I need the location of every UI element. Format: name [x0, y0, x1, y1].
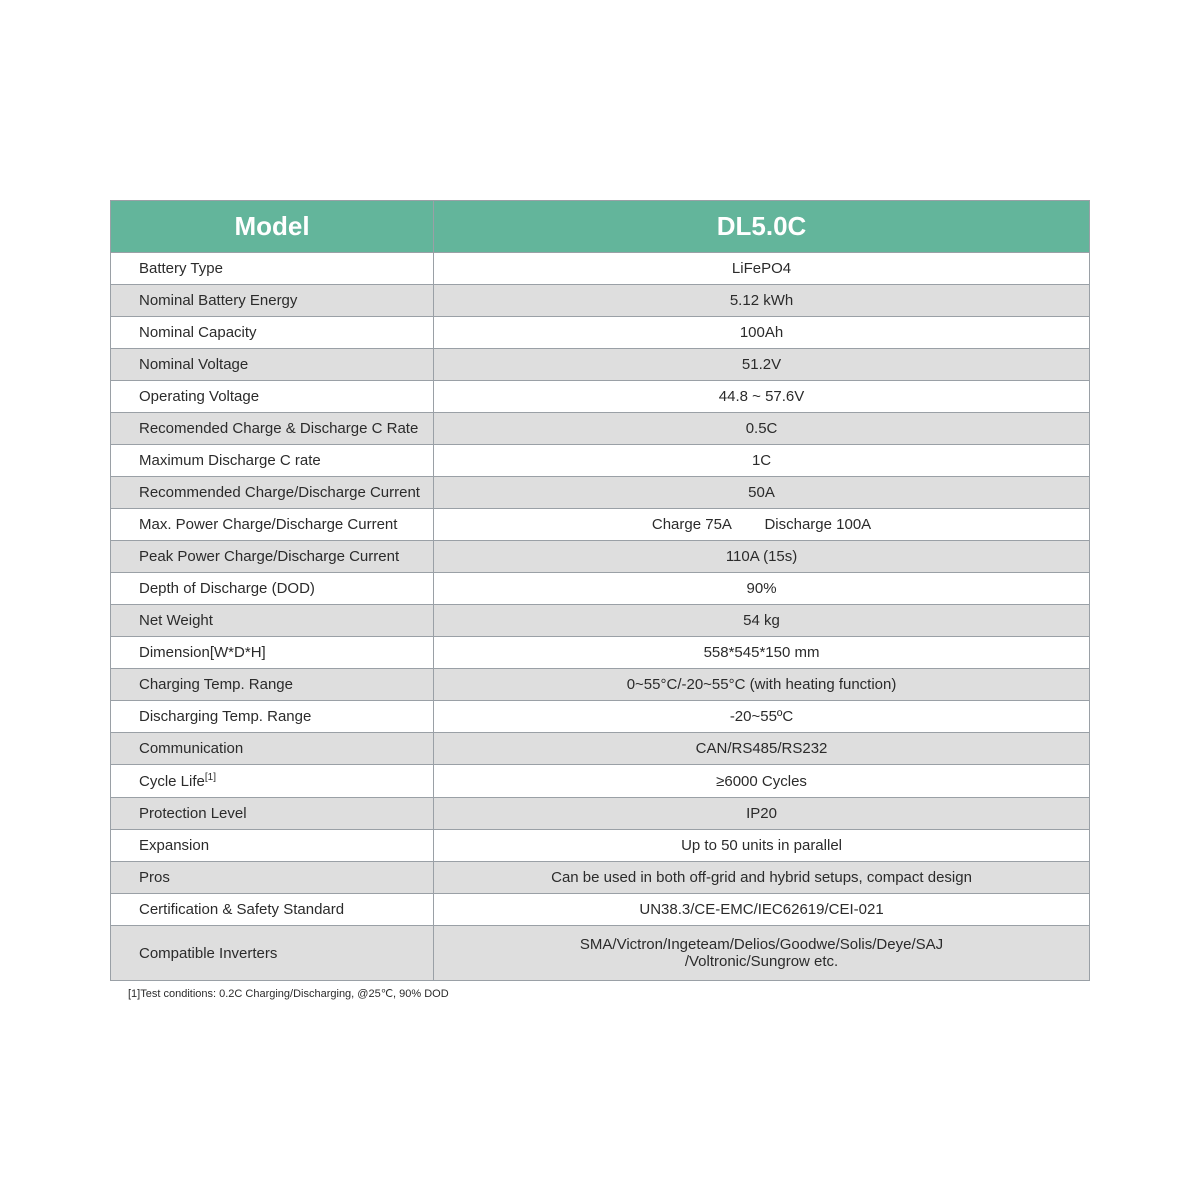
- row-label-sup: [1]: [205, 772, 216, 783]
- table-row: CommunicationCAN/RS485/RS232: [111, 733, 1090, 765]
- row-value: SMA/Victron/Ingeteam/Delios/Goodwe/Solis…: [434, 926, 1090, 981]
- row-value: Can be used in both off-grid and hybrid …: [434, 862, 1090, 894]
- table-row: Compatible InvertersSMA/Victron/Ingeteam…: [111, 926, 1090, 981]
- row-value: 100Ah: [434, 317, 1090, 349]
- table-row: Protection LevelIP20: [111, 798, 1090, 830]
- row-value: 5.12 kWh: [434, 285, 1090, 317]
- row-value: 50A: [434, 477, 1090, 509]
- row-value: CAN/RS485/RS232: [434, 733, 1090, 765]
- spec-table-container: Model DL5.0C Battery TypeLiFePO4Nominal …: [110, 200, 1090, 1000]
- row-value: 0.5C: [434, 413, 1090, 445]
- row-label: Recommended Charge/Discharge Current: [111, 477, 434, 509]
- table-row: Operating Voltage44.8 ~ 57.6V: [111, 381, 1090, 413]
- row-label: Dimension[W*D*H]: [111, 637, 434, 669]
- table-row: Recommended Charge/Discharge Current50A: [111, 477, 1090, 509]
- table-row: Certification & Safety StandardUN38.3/CE…: [111, 894, 1090, 926]
- row-label: Nominal Voltage: [111, 349, 434, 381]
- row-label: Max. Power Charge/Discharge Current: [111, 509, 434, 541]
- row-label: Pros: [111, 862, 434, 894]
- table-row: Peak Power Charge/Discharge Current110A …: [111, 541, 1090, 573]
- row-label: Discharging Temp. Range: [111, 701, 434, 733]
- row-label: Charging Temp. Range: [111, 669, 434, 701]
- row-label: Certification & Safety Standard: [111, 894, 434, 926]
- row-value: 51.2V: [434, 349, 1090, 381]
- table-row: Maximum Discharge C rate1C: [111, 445, 1090, 477]
- row-label: Peak Power Charge/Discharge Current: [111, 541, 434, 573]
- row-label: Cycle Life[1]: [111, 765, 434, 798]
- spec-table: Model DL5.0C Battery TypeLiFePO4Nominal …: [110, 200, 1090, 981]
- row-label: Communication: [111, 733, 434, 765]
- row-value: 90%: [434, 573, 1090, 605]
- footnote: [1]Test conditions: 0.2C Charging/Discha…: [110, 981, 1090, 1000]
- table-row: Max. Power Charge/Discharge CurrentCharg…: [111, 509, 1090, 541]
- header-label: Model: [111, 201, 434, 253]
- row-label: Expansion: [111, 830, 434, 862]
- table-row: Depth of Discharge (DOD)90%: [111, 573, 1090, 605]
- table-row: Nominal Voltage51.2V: [111, 349, 1090, 381]
- table-row: Charging Temp. Range0~55°C/-20~55°C (wit…: [111, 669, 1090, 701]
- row-label: Compatible Inverters: [111, 926, 434, 981]
- table-row: Dimension[W*D*H]558*545*150 mm: [111, 637, 1090, 669]
- row-value: Up to 50 units in parallel: [434, 830, 1090, 862]
- row-value: 44.8 ~ 57.6V: [434, 381, 1090, 413]
- row-label: Recomended Charge & Discharge C Rate: [111, 413, 434, 445]
- row-value: IP20: [434, 798, 1090, 830]
- table-header-row: Model DL5.0C: [111, 201, 1090, 253]
- table-row: Recomended Charge & Discharge C Rate0.5C: [111, 413, 1090, 445]
- table-row: Nominal Battery Energy5.12 kWh: [111, 285, 1090, 317]
- row-value: LiFePO4: [434, 253, 1090, 285]
- row-label: Net Weight: [111, 605, 434, 637]
- row-label: Nominal Battery Energy: [111, 285, 434, 317]
- row-label: Nominal Capacity: [111, 317, 434, 349]
- row-value: 54 kg: [434, 605, 1090, 637]
- table-row: ExpansionUp to 50 units in parallel: [111, 830, 1090, 862]
- row-value: UN38.3/CE-EMC/IEC62619/CEI-021: [434, 894, 1090, 926]
- row-value: ≥6000 Cycles: [434, 765, 1090, 798]
- table-row: Nominal Capacity100Ah: [111, 317, 1090, 349]
- row-value: 1C: [434, 445, 1090, 477]
- table-row: ProsCan be used in both off-grid and hyb…: [111, 862, 1090, 894]
- row-value: 558*545*150 mm: [434, 637, 1090, 669]
- row-value: 110A (15s): [434, 541, 1090, 573]
- header-value: DL5.0C: [434, 201, 1090, 253]
- row-value: -20~55ºC: [434, 701, 1090, 733]
- row-value: Charge 75A Discharge 100A: [434, 509, 1090, 541]
- row-label: Battery Type: [111, 253, 434, 285]
- row-label: Protection Level: [111, 798, 434, 830]
- row-value: 0~55°C/-20~55°C (with heating function): [434, 669, 1090, 701]
- table-row: Net Weight54 kg: [111, 605, 1090, 637]
- row-label: Depth of Discharge (DOD): [111, 573, 434, 605]
- table-row: Battery TypeLiFePO4: [111, 253, 1090, 285]
- table-row: Discharging Temp. Range-20~55ºC: [111, 701, 1090, 733]
- row-label: Maximum Discharge C rate: [111, 445, 434, 477]
- table-row: Cycle Life[1]≥6000 Cycles: [111, 765, 1090, 798]
- row-value-line2: /Voltronic/Sungrow etc.: [442, 953, 1081, 970]
- row-label: Operating Voltage: [111, 381, 434, 413]
